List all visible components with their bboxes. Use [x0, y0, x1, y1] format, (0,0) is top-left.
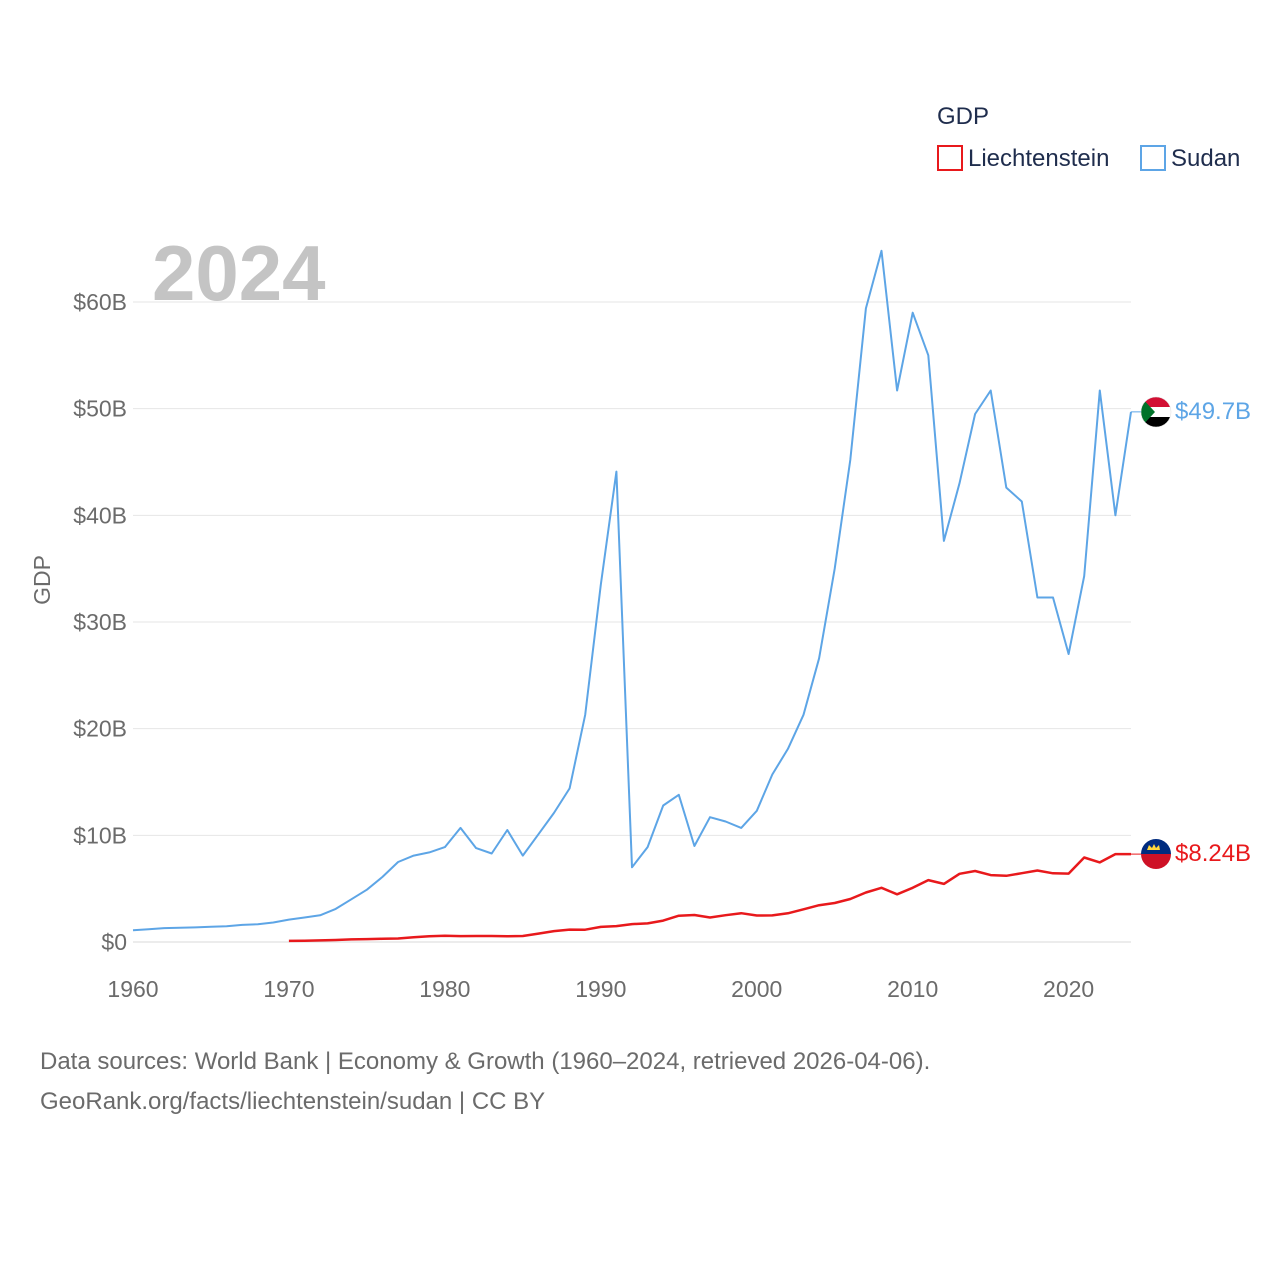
x-tick-label: 2000 [731, 976, 782, 1002]
end-label-liechtenstein: $8.24B [1175, 840, 1251, 867]
footer-sources: Data sources: World Bank | Economy & Gro… [40, 1048, 931, 1075]
y-axis-ticks: $0 $10B $20B $30B $40B $50B $60B [73, 289, 127, 955]
y-tick-label: $0 [101, 929, 127, 955]
y-tick-label: $40B [73, 502, 127, 528]
liechtenstein-flag-icon [1141, 839, 1171, 869]
y-tick-label: $50B [73, 396, 127, 422]
footer: Data sources: World Bank | Economy & Gro… [40, 1042, 930, 1122]
end-label-sudan: $49.7B [1175, 398, 1251, 425]
series-lines [132, 249, 1132, 943]
y-tick-label: $20B [73, 716, 127, 742]
x-tick-label: 1970 [263, 976, 314, 1002]
legend-title: GDP [937, 103, 989, 130]
y-tick-label: $30B [73, 609, 127, 635]
legend-item-sudan[interactable]: Sudan [1140, 145, 1240, 172]
sudan-flag-icon [1140, 396, 1172, 428]
end-marker-liechtenstein: $8.24B [1131, 839, 1251, 869]
legend-swatch-sudan [1140, 145, 1166, 171]
grid-lines [133, 301, 1131, 943]
x-tick-label: 1990 [575, 976, 626, 1002]
x-tick-label: 1980 [419, 976, 470, 1002]
gdp-line-chart: 2024 $0 $10B $20B $30B $40B $50B $60B 1960 1970… [29, 103, 1251, 1002]
series-line-sudan [132, 249, 1132, 932]
legend[interactable]: GDP Liechtenstein Sudan [937, 103, 1240, 172]
x-tick-label: 2010 [887, 976, 938, 1002]
series-line-liechtenstein [288, 852, 1131, 943]
x-axis-ticks: 1960 1970 1980 1990 2000 2010 2020 [107, 976, 1094, 1002]
legend-label-liechtenstein: Liechtenstein [968, 145, 1109, 172]
x-tick-label: 1960 [107, 976, 158, 1002]
x-tick-label: 2020 [1043, 976, 1094, 1002]
y-axis-label: GDP [29, 555, 55, 605]
y-tick-label: $60B [73, 289, 127, 315]
legend-label-sudan: Sudan [1171, 145, 1240, 172]
legend-swatch-liechtenstein [937, 145, 963, 171]
legend-item-liechtenstein[interactable]: Liechtenstein [937, 145, 1109, 172]
year-watermark: 2024 [152, 229, 326, 317]
end-marker-sudan: $49.7B [1131, 396, 1251, 428]
y-tick-label: $10B [73, 822, 127, 848]
footer-attribution: GeoRank.org/facts/liechtenstein/sudan | … [40, 1088, 546, 1115]
